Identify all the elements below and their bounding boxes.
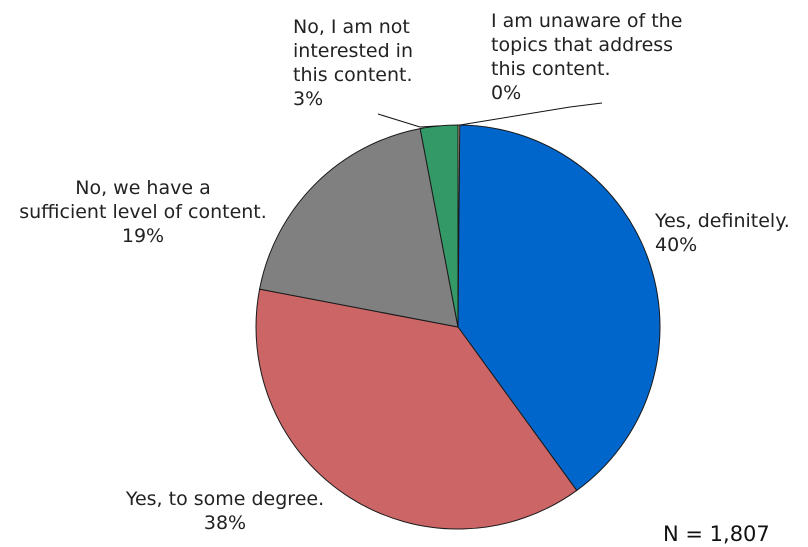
pie-slice-2: [258, 127, 459, 328]
slice-label-2: No, we have a sufficient level of content…: [19, 177, 267, 247]
slice-label-line: this content.: [491, 58, 611, 80]
leader-line-4: [458, 102, 603, 126]
slice-label-line: this content.: [293, 64, 413, 86]
slice-label-line: 0%: [491, 82, 521, 104]
pie-slices: [255, 124, 661, 530]
pie-slice-1: [255, 288, 578, 530]
slice-label-line: I am unaware of the: [491, 10, 682, 32]
slice-labels: Yes, definitely. 40%Yes, to some degree. 3…: [19, 10, 790, 534]
slice-label-line: topics that address: [491, 34, 673, 56]
slice-label-line: No, we have a: [75, 177, 211, 199]
slice-label-4: I am unaware of the topics that address th…: [491, 10, 682, 104]
slice-label-line: 38%: [204, 512, 246, 534]
sample-size-note: N = 1,807: [663, 522, 770, 546]
slice-label-0: Yes, definitely. 40%: [654, 210, 790, 256]
slice-label-line: sufficient level of content.: [19, 201, 267, 223]
slice-label-line: No, I am not: [293, 16, 410, 38]
slice-label-3: No, I am not interested in this content. 3%: [293, 16, 413, 110]
slice-label-1: Yes, to some degree. 38%: [125, 488, 324, 534]
leader-line-3: [377, 113, 440, 128]
slice-label-line: 19%: [122, 225, 164, 247]
slice-label-line: interested in: [293, 40, 413, 62]
slice-label-line: 40%: [655, 234, 697, 256]
slice-label-line: 3%: [293, 88, 323, 110]
pie-slice-0: [457, 124, 661, 492]
slice-label-line: Yes, definitely.: [654, 210, 790, 232]
slice-label-line: Yes, to some degree.: [125, 488, 324, 510]
leader-lines: [377, 102, 603, 128]
